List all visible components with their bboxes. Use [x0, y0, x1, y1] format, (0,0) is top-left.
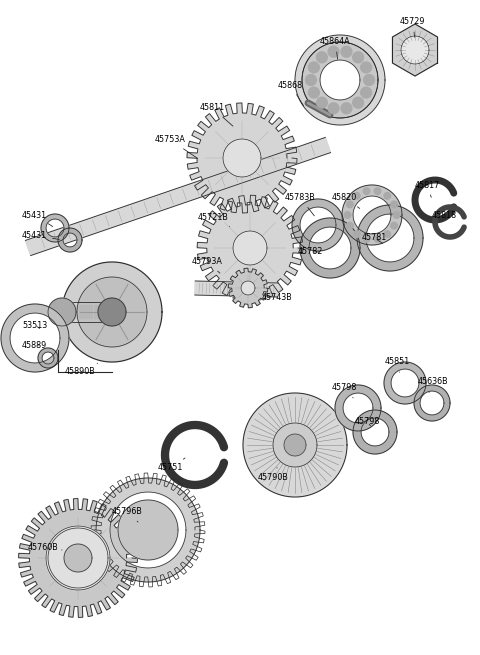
Text: 45820: 45820: [332, 193, 360, 208]
Polygon shape: [295, 35, 385, 125]
Text: 45753A: 45753A: [155, 136, 198, 159]
Circle shape: [309, 62, 319, 73]
Text: 45431: 45431: [22, 231, 59, 240]
Polygon shape: [335, 385, 381, 431]
Text: 45783B: 45783B: [285, 193, 316, 215]
Polygon shape: [77, 277, 147, 347]
Circle shape: [384, 231, 391, 238]
Polygon shape: [197, 195, 303, 301]
Circle shape: [347, 222, 353, 229]
Polygon shape: [300, 218, 360, 278]
Polygon shape: [228, 268, 268, 308]
Polygon shape: [41, 214, 69, 242]
Text: 45729: 45729: [400, 18, 425, 37]
Polygon shape: [187, 103, 297, 213]
Polygon shape: [384, 362, 426, 404]
Circle shape: [309, 87, 319, 98]
Circle shape: [353, 52, 363, 63]
Polygon shape: [393, 24, 437, 76]
Circle shape: [353, 98, 363, 108]
Circle shape: [374, 188, 381, 195]
Text: 45782: 45782: [298, 248, 324, 257]
Polygon shape: [353, 410, 397, 454]
Text: 45636B: 45636B: [418, 377, 449, 392]
Polygon shape: [273, 423, 317, 467]
Polygon shape: [401, 36, 429, 64]
Polygon shape: [38, 348, 58, 368]
Polygon shape: [233, 231, 267, 265]
Text: 45781: 45781: [362, 233, 387, 244]
Circle shape: [328, 47, 339, 57]
Text: 45790B: 45790B: [258, 468, 289, 483]
Text: 45868: 45868: [278, 81, 303, 105]
Circle shape: [316, 52, 327, 63]
Text: 45864A: 45864A: [320, 37, 350, 59]
Circle shape: [341, 47, 352, 57]
Polygon shape: [46, 526, 110, 590]
Circle shape: [361, 87, 372, 98]
Polygon shape: [243, 393, 347, 497]
Circle shape: [316, 98, 327, 108]
Polygon shape: [1, 304, 69, 372]
Text: 45798: 45798: [355, 417, 380, 426]
Polygon shape: [223, 139, 261, 177]
Polygon shape: [292, 199, 344, 251]
Text: 45889: 45889: [22, 341, 47, 350]
Circle shape: [341, 103, 352, 114]
Polygon shape: [241, 281, 255, 295]
Circle shape: [353, 193, 360, 199]
Circle shape: [347, 201, 353, 208]
Circle shape: [364, 75, 374, 85]
Polygon shape: [302, 42, 378, 118]
Polygon shape: [357, 205, 423, 271]
Polygon shape: [414, 385, 450, 421]
Polygon shape: [118, 500, 178, 560]
Polygon shape: [195, 281, 278, 297]
Polygon shape: [19, 498, 137, 618]
Circle shape: [391, 222, 397, 229]
Circle shape: [353, 231, 360, 238]
Circle shape: [361, 62, 372, 73]
Text: 45890B: 45890B: [65, 364, 97, 377]
Circle shape: [393, 212, 400, 218]
Circle shape: [374, 236, 381, 242]
Polygon shape: [62, 262, 162, 362]
Text: 45743B: 45743B: [262, 288, 293, 303]
Polygon shape: [58, 228, 82, 252]
Polygon shape: [62, 302, 112, 322]
Circle shape: [363, 188, 370, 195]
Text: 45798: 45798: [332, 383, 358, 398]
Circle shape: [328, 103, 339, 114]
Text: 45751: 45751: [158, 458, 185, 472]
Text: 45811: 45811: [200, 103, 233, 126]
Circle shape: [363, 236, 370, 242]
Polygon shape: [48, 528, 108, 588]
Polygon shape: [64, 544, 92, 572]
Polygon shape: [48, 298, 76, 326]
Text: 45818: 45818: [432, 210, 457, 219]
Text: 45760B: 45760B: [28, 544, 62, 553]
Text: 45851: 45851: [385, 358, 410, 372]
Polygon shape: [25, 138, 331, 255]
Circle shape: [391, 201, 397, 208]
Polygon shape: [98, 298, 126, 326]
Polygon shape: [342, 185, 402, 245]
Polygon shape: [284, 434, 306, 456]
Text: 45817: 45817: [415, 181, 440, 197]
Circle shape: [344, 212, 351, 218]
Circle shape: [306, 75, 316, 85]
Text: 53513: 53513: [22, 320, 47, 329]
Text: 45721B: 45721B: [198, 214, 229, 227]
Text: 45796B: 45796B: [112, 508, 143, 522]
Polygon shape: [96, 478, 200, 582]
Text: 45793A: 45793A: [192, 257, 223, 273]
Circle shape: [384, 193, 391, 199]
Text: 45431: 45431: [22, 210, 53, 227]
